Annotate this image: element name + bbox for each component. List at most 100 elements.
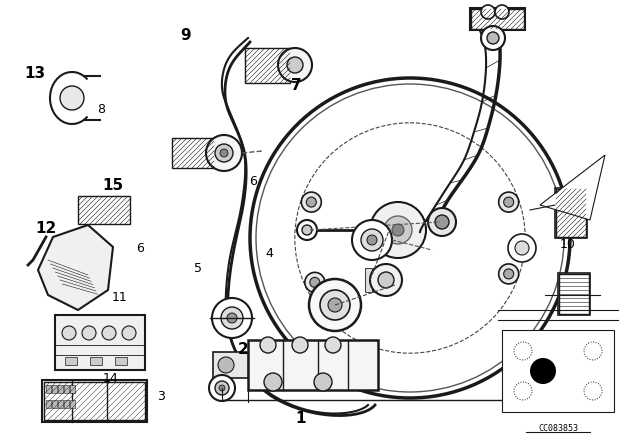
Text: 14: 14 [102,372,118,385]
Circle shape [435,215,449,229]
Bar [90,357,102,365]
Circle shape [60,86,84,110]
Circle shape [264,373,282,391]
Bar [70,400,75,408]
Bar [64,385,69,393]
Bar [381,268,388,292]
Circle shape [487,32,499,44]
Bar [470,8,525,30]
Bar [245,48,290,83]
Circle shape [428,208,456,236]
Bar [373,268,380,292]
Text: CC083853: CC083853 [538,424,578,433]
Circle shape [62,326,76,340]
Bar [558,273,590,315]
Circle shape [384,216,412,244]
Text: 7: 7 [291,78,302,93]
Ellipse shape [536,351,591,375]
Bar [44,382,145,420]
Circle shape [292,337,308,353]
Circle shape [481,5,495,19]
Circle shape [514,382,532,400]
Text: 10: 10 [560,237,576,251]
Circle shape [367,235,377,245]
Bar [248,340,378,390]
Bar [172,138,214,168]
Circle shape [361,229,383,251]
Circle shape [82,326,96,340]
Circle shape [352,220,392,260]
Text: 6: 6 [136,242,144,255]
Circle shape [305,272,325,293]
Circle shape [220,149,228,157]
Circle shape [260,337,276,353]
Circle shape [250,78,570,398]
Circle shape [209,375,235,401]
Circle shape [215,144,233,162]
Circle shape [584,342,602,360]
Circle shape [370,264,402,296]
Circle shape [584,382,602,400]
Circle shape [310,277,320,287]
Bar [46,400,51,408]
Circle shape [219,385,225,391]
Circle shape [504,269,514,279]
Circle shape [514,342,532,360]
Text: 12: 12 [35,221,56,236]
Circle shape [392,224,404,236]
Circle shape [515,241,529,255]
Text: 9: 9 [180,28,191,43]
Text: 3: 3 [157,390,164,403]
Bar [115,357,127,365]
Circle shape [287,57,303,73]
Circle shape [215,381,229,395]
Text: 2: 2 [238,342,248,357]
Ellipse shape [513,345,603,397]
Circle shape [212,298,252,338]
Circle shape [328,298,342,312]
Bar [555,188,587,238]
Bar [52,385,57,393]
Bar [70,385,75,393]
Bar [471,9,524,29]
Circle shape [122,326,136,340]
Circle shape [499,264,518,284]
Circle shape [297,220,317,240]
Polygon shape [38,225,113,310]
Bar [58,400,63,408]
Circle shape [307,197,316,207]
Circle shape [302,225,312,235]
Circle shape [325,337,341,353]
Bar [559,274,589,314]
Circle shape [218,357,234,373]
Bar [213,352,248,378]
Bar [58,385,63,393]
Bar [502,330,614,412]
Text: 13: 13 [24,66,45,82]
Circle shape [530,358,556,384]
Bar [65,357,77,365]
Circle shape [504,197,514,207]
Text: 4: 4 [266,246,273,260]
Bar [55,315,145,370]
Bar [52,400,57,408]
Bar [78,196,130,224]
Bar [556,189,586,237]
Polygon shape [540,155,605,220]
Circle shape [102,326,116,340]
Circle shape [278,48,312,82]
Bar [46,385,51,393]
Circle shape [227,313,237,323]
Text: 5: 5 [193,262,202,276]
Circle shape [481,26,505,50]
Text: 11: 11 [112,291,128,305]
Bar [365,268,372,292]
Text: 8: 8 [98,103,106,116]
Circle shape [320,290,350,320]
Text: 15: 15 [102,178,124,194]
Bar [64,400,69,408]
Circle shape [221,307,243,329]
Circle shape [206,135,242,171]
Circle shape [378,272,394,288]
Circle shape [309,279,361,331]
